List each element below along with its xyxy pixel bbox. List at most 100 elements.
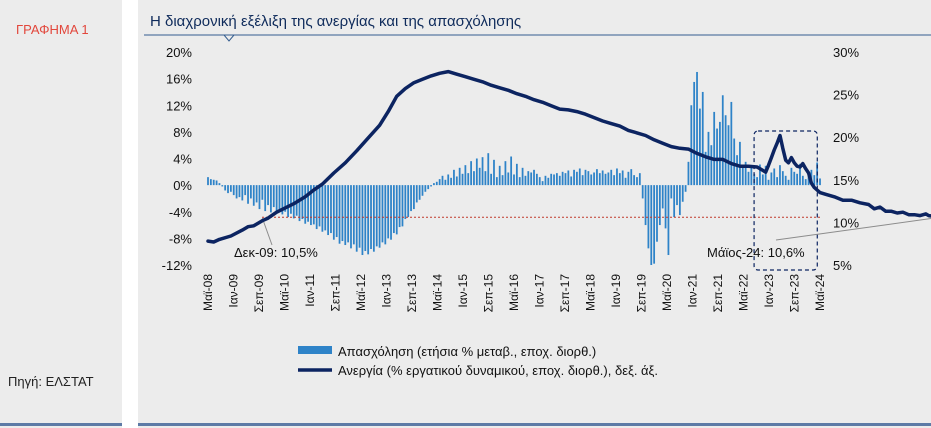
employment-bar	[212, 179, 215, 186]
employment-bar	[704, 151, 707, 186]
employment-bar	[458, 167, 461, 186]
employment-bar	[270, 185, 272, 213]
employment-bar	[547, 177, 550, 186]
employment-bar	[218, 183, 221, 186]
employment-bar	[255, 185, 258, 203]
y-right-tick-label: 15%	[833, 173, 859, 188]
employment-bar	[616, 168, 618, 186]
employment-bar	[441, 175, 444, 186]
employment-bar	[335, 185, 338, 238]
employment-bar	[264, 185, 267, 212]
employment-bar	[358, 185, 361, 248]
employment-bar	[453, 169, 455, 186]
x-tick-label: Ιαν-09	[227, 274, 241, 308]
employment-bar	[530, 172, 533, 186]
employment-bar	[355, 185, 358, 252]
employment-bar	[252, 185, 255, 206]
employment-bar	[744, 161, 747, 186]
employment-bar	[724, 115, 727, 186]
employment-bar	[739, 141, 741, 186]
y-right-tick-label: 5%	[833, 258, 852, 273]
panel-gap	[122, 0, 138, 428]
annotation-may24: Μάϊος-24: 10,6%	[707, 245, 805, 260]
x-tick-label: Σεπ-23	[788, 274, 802, 313]
x-tick-label: Σεπ-19	[635, 274, 649, 313]
annotation-leader	[261, 217, 273, 246]
employment-bar	[209, 179, 212, 186]
employment-bar	[215, 180, 218, 186]
employment-bar	[510, 156, 513, 186]
employment-bar	[304, 185, 307, 224]
employment-bar	[444, 179, 447, 186]
employment-bar	[578, 168, 581, 186]
employment-bar	[461, 173, 464, 186]
employment-bar	[621, 170, 624, 186]
employment-bar	[733, 138, 736, 186]
employment-bar	[538, 177, 541, 186]
employment-bar	[450, 177, 452, 186]
employment-bar	[221, 185, 224, 187]
employment-bar	[232, 185, 235, 196]
employment-bar	[627, 171, 630, 186]
employment-bar	[618, 173, 621, 186]
employment-bar	[761, 174, 764, 186]
x-tick-label: Σεπ-17	[558, 274, 572, 313]
employment-bar	[247, 185, 249, 204]
employment-bar	[401, 185, 404, 227]
x-tick-label: Ιαν-19	[609, 274, 623, 308]
employment-bar	[650, 185, 653, 265]
employment-bar	[736, 155, 738, 186]
x-tick-label: Μαϊ-18	[584, 274, 598, 311]
highlight-box	[753, 130, 818, 271]
employment-bar	[275, 185, 278, 214]
employment-bar	[258, 185, 261, 210]
employment-bar	[324, 185, 327, 231]
employment-bar	[770, 172, 773, 186]
employment-bar	[759, 164, 761, 186]
employment-bar	[678, 185, 681, 216]
employment-bar	[424, 185, 427, 192]
employment-bar	[287, 185, 289, 218]
employment-bar	[330, 185, 332, 234]
employment-bar	[658, 185, 661, 226]
employment-bar	[364, 185, 367, 252]
employment-bar	[413, 185, 415, 210]
x-tick-label: Μαϊ-14	[431, 274, 445, 311]
employment-bar	[241, 185, 244, 201]
employment-bar	[375, 185, 378, 247]
figure-label: ΓΡΑΦΗΜΑ 1	[16, 22, 89, 37]
employment-bar	[727, 125, 730, 186]
x-tick-label: Μαϊ-20	[660, 274, 674, 311]
x-tick-label: Σεπ-11	[329, 274, 343, 312]
employment-bar	[570, 176, 573, 186]
employment-bar	[484, 171, 487, 186]
employment-bar	[750, 166, 753, 186]
x-tick-label: Ιαν-15	[456, 274, 470, 308]
employment-bar	[267, 185, 269, 206]
employment-bar	[307, 185, 309, 222]
employment-bar	[352, 185, 355, 245]
employment-bar	[773, 168, 776, 186]
employment-bar	[624, 177, 627, 186]
employment-bar	[290, 185, 292, 214]
employment-bar	[796, 173, 799, 186]
employment-bar	[690, 105, 693, 186]
y-right-tick-label: 25%	[833, 88, 859, 103]
employment-bar	[664, 185, 667, 229]
employment-bar	[398, 185, 401, 228]
employment-bar	[332, 185, 335, 240]
employment-bar	[498, 165, 501, 186]
employment-bar	[327, 185, 329, 236]
x-axis: Μαϊ-08 Ιαν-09 Σεπ-09 Μαϊ-10 Ιαν-11 Σεπ-11 Μαϊ-…	[201, 274, 827, 313]
employment-bar	[630, 169, 633, 186]
employment-bar	[524, 175, 527, 186]
employment-bar	[227, 185, 229, 194]
employment-bar	[593, 172, 595, 186]
employment-bar	[696, 71, 698, 186]
bottom-rule-left	[0, 423, 122, 426]
employment-bar	[790, 167, 793, 186]
y-left-tick-label: 12%	[166, 98, 192, 113]
employment-bar	[661, 185, 664, 209]
employment-bar	[693, 81, 696, 186]
y-right-tick-label: 10%	[833, 215, 859, 230]
